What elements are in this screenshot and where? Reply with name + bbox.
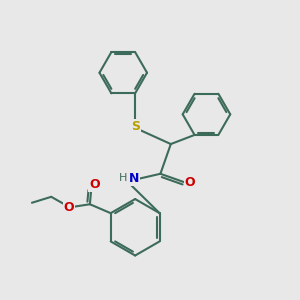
Text: O: O (64, 201, 74, 214)
Text: O: O (89, 178, 100, 191)
Text: H: H (118, 173, 127, 183)
Text: N: N (128, 172, 139, 185)
Text: O: O (185, 176, 195, 189)
Text: S: S (130, 120, 140, 133)
